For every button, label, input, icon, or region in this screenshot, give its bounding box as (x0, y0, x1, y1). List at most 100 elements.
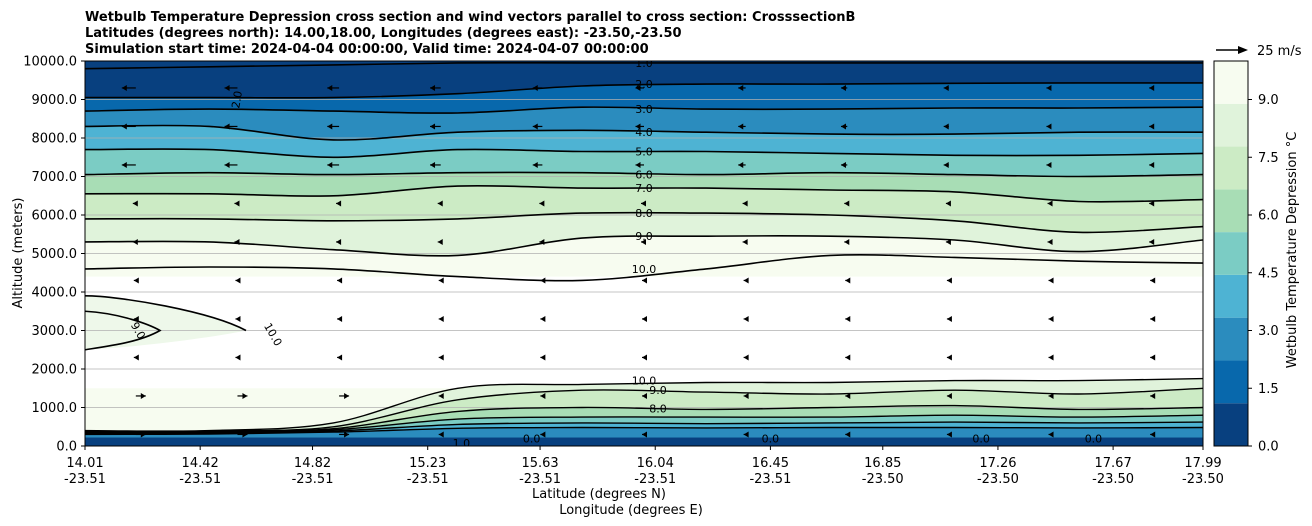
x-tick-label-lon: -23.50 (1092, 472, 1134, 487)
wind-vector-head (742, 200, 748, 207)
title-line-1: Wetbulb Temperature Depression cross sec… (85, 10, 855, 25)
wind-vector-head (1047, 238, 1053, 245)
wind-vector-head (642, 392, 647, 399)
contour-line-lower-9.0 (85, 387, 1203, 433)
wind-vector-head (344, 431, 350, 438)
contour-line-lower-10.0 (85, 377, 1203, 432)
contour-line-6.0 (85, 171, 1203, 178)
wind-vector-head (1048, 431, 1054, 438)
wind-vector-head (635, 161, 641, 168)
wind-vector-head (132, 200, 138, 207)
wind-vector-head (1048, 315, 1054, 322)
contour-label-extra: 2.0 (229, 90, 245, 109)
wind-vector-head (743, 315, 749, 322)
wind-vector-head (121, 161, 127, 168)
x-tick-label-lon: -23.50 (1182, 472, 1224, 487)
contour-line-9.0 (85, 235, 1203, 257)
wind-vector-head (438, 431, 444, 438)
wind-vector-head (337, 354, 343, 361)
wind-vector-head (224, 161, 230, 168)
wind-vector-head (840, 161, 846, 168)
wind-vector-head (642, 277, 647, 284)
wind-vector-head (1150, 392, 1156, 399)
colorbar-swatch (1214, 232, 1248, 275)
wind-vector-head (430, 84, 436, 91)
wind-vector-head (943, 123, 949, 130)
wind-vector-head (337, 277, 343, 284)
band-lower-surface (85, 437, 1203, 446)
wind-vector-head (336, 238, 342, 245)
wind-vector-head (844, 200, 850, 207)
wind-vector-head (946, 354, 952, 361)
wind-vector-head (235, 277, 241, 284)
contour-line-2.0 (85, 82, 1203, 99)
contour-label-upper: 10.0 (632, 263, 657, 276)
wind-vector-head (1150, 277, 1156, 284)
wind-vector-head (642, 354, 647, 361)
wind-vector-head (840, 84, 846, 91)
wind-vector-head (946, 315, 952, 322)
contour-line-1.0 (85, 61, 1203, 70)
wind-vector-head (438, 392, 444, 399)
wind-vector-head (642, 431, 647, 438)
x-axis-label-longitude: Longitude (degrees E) (559, 503, 703, 518)
x-tick-label-lon: -23.51 (292, 472, 334, 487)
x-tick-label-lat: 17.26 (979, 456, 1016, 471)
title-line-2: Latitudes (degrees north): 14.00,18.00, … (85, 26, 682, 41)
wind-vector-head (1150, 315, 1156, 322)
wind-vector-head (743, 354, 749, 361)
contour-label-upper: 9.0 (635, 230, 653, 243)
wind-vector-head (234, 238, 240, 245)
colorbar-swatch (1214, 403, 1248, 446)
wind-vector-head (132, 238, 138, 245)
wind-vector-head (140, 392, 146, 399)
wind-vector-head (1046, 123, 1052, 130)
wind-vector-head (133, 315, 139, 322)
wind-vector-head (945, 238, 951, 245)
wind-vector-head (121, 84, 127, 91)
x-tick-label-lon: -23.51 (179, 472, 221, 487)
wind-vector-head (234, 200, 240, 207)
wind-vector-head (235, 315, 241, 322)
y-axis-label: Altitude (meters) (11, 198, 26, 309)
wind-vector-head (224, 84, 230, 91)
wind-vector-head (539, 238, 545, 245)
wind-vector-head (327, 84, 333, 91)
wind-vector-head (242, 392, 248, 399)
wind-vector-head (742, 238, 748, 245)
colorbar-tick-label: 4.5 (1258, 266, 1279, 281)
contour-label-extra: 0.0 (1085, 432, 1103, 445)
x-axis-label-latitude: Latitude (degrees N) (532, 487, 666, 502)
wind-vector-head (540, 315, 546, 322)
contour-line-10.0 (85, 253, 1203, 282)
y-tick-label: 8000.0 (32, 132, 78, 147)
wind-vector-head (540, 354, 546, 361)
wind-vector-head (1149, 238, 1155, 245)
wind-vector-head (738, 84, 744, 91)
colorbar-swatch (1214, 61, 1248, 104)
y-tick-label: 9000.0 (32, 93, 78, 108)
contour-label-upper: 2.0 (635, 78, 653, 91)
wind-vector-head (140, 431, 146, 438)
wind-vector-head (946, 392, 952, 399)
quiver-key: 25 m/s (1216, 44, 1302, 59)
wind-vector-head (540, 392, 546, 399)
wind-vector-head (743, 392, 749, 399)
wind-vector-head (845, 431, 851, 438)
wind-vector-head (635, 123, 641, 130)
wind-vector-head (943, 161, 949, 168)
contour-label-extra: 1.0 (453, 437, 471, 450)
colorbar-swatch (1214, 274, 1248, 318)
wind-vectors (121, 84, 1156, 438)
contour-line-mid-9 (85, 310, 162, 351)
x-tick-label-lon: -23.51 (519, 472, 561, 487)
y-axis: 0.0 1000.0 2000.0 3000.0 4000.0 5000.0 6000.0 7… (23, 55, 85, 455)
colorbar-swatch (1214, 317, 1248, 361)
wind-vector-head (532, 161, 538, 168)
y-tick-label: 4000.0 (32, 286, 78, 301)
wind-vector-head (133, 277, 139, 284)
wind-vector-head (327, 161, 333, 168)
x-tick-label-lat: 14.42 (182, 456, 219, 471)
wind-vector-head (430, 123, 436, 130)
x-tick-label-lat: 16.45 (752, 456, 789, 471)
